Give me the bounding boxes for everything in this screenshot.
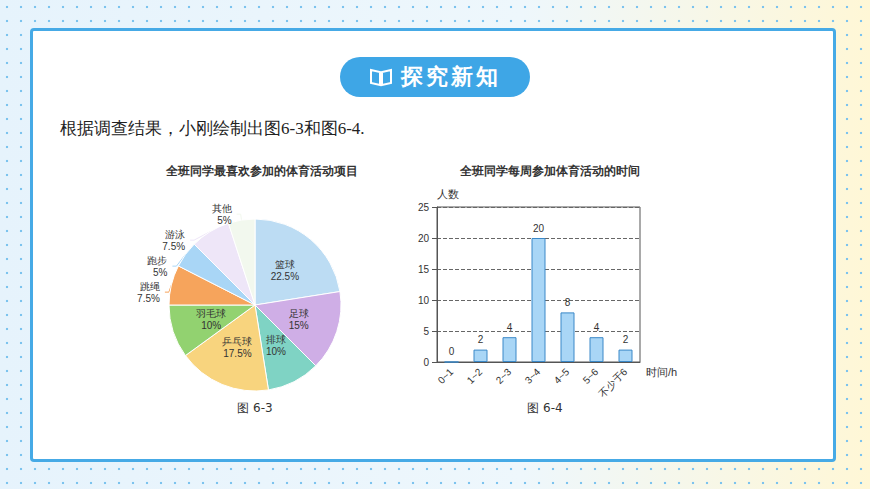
svg-text:22.5%: 22.5% bbox=[271, 271, 299, 282]
svg-text:0: 0 bbox=[449, 346, 455, 357]
svg-text:4: 4 bbox=[507, 322, 513, 333]
svg-text:足球: 足球 bbox=[289, 308, 309, 319]
svg-text:5%: 5% bbox=[217, 215, 232, 226]
svg-text:0~1: 0~1 bbox=[436, 366, 456, 386]
svg-text:时间/h: 时间/h bbox=[646, 366, 677, 378]
svg-text:不少于6: 不少于6 bbox=[596, 366, 629, 399]
svg-text:20: 20 bbox=[533, 223, 545, 234]
svg-text:0: 0 bbox=[423, 357, 429, 368]
html-text:根据调查结果，小刚绘制出图6-3和图6-4.: 根据调查结果，小刚绘制出图6-3和图6-4. bbox=[60, 119, 365, 138]
svg-text:乒乓球: 乒乓球 bbox=[222, 336, 252, 347]
svg-text:4~5: 4~5 bbox=[552, 366, 572, 386]
svg-text:羽毛球: 羽毛球 bbox=[196, 308, 226, 319]
svg-text:1~2: 1~2 bbox=[465, 366, 485, 386]
svg-text:20: 20 bbox=[418, 233, 430, 244]
html-text:图 6-4: 图 6-4 bbox=[527, 401, 563, 415]
svg-text:15: 15 bbox=[418, 264, 430, 275]
svg-text:人数: 人数 bbox=[437, 188, 459, 200]
svg-text:篮球: 篮球 bbox=[275, 259, 295, 270]
svg-text:7.5%: 7.5% bbox=[137, 293, 160, 304]
svg-text:跳绳: 跳绳 bbox=[140, 281, 160, 292]
svg-text:7.5%: 7.5% bbox=[162, 241, 185, 252]
svg-text:4: 4 bbox=[594, 322, 600, 333]
svg-text:2: 2 bbox=[623, 334, 629, 345]
svg-text:2: 2 bbox=[478, 334, 484, 345]
svg-text:排球: 排球 bbox=[266, 334, 286, 345]
svg-text:8: 8 bbox=[565, 297, 571, 308]
svg-text:10: 10 bbox=[418, 295, 430, 306]
svg-text:5: 5 bbox=[423, 326, 429, 337]
svg-text:25: 25 bbox=[418, 202, 430, 213]
svg-text:全班同学每周参加体育活动的时间: 全班同学每周参加体育活动的时间 bbox=[459, 164, 640, 178]
html-text:图 6-3: 图 6-3 bbox=[237, 401, 273, 415]
svg-text:其他: 其他 bbox=[212, 203, 232, 214]
svg-text:游泳: 游泳 bbox=[165, 229, 185, 240]
svg-text:10%: 10% bbox=[201, 320, 221, 331]
svg-text:2~3: 2~3 bbox=[494, 366, 514, 386]
svg-text:10%: 10% bbox=[266, 346, 286, 357]
svg-text:跑步: 跑步 bbox=[147, 255, 167, 266]
svg-text:5%: 5% bbox=[153, 267, 168, 278]
html-text:探究新知: 探究新知 bbox=[401, 64, 501, 89]
svg-text:15%: 15% bbox=[289, 320, 309, 331]
svg-text:5~6: 5~6 bbox=[581, 366, 601, 386]
svg-text:全班同学最喜欢参加的体育活动项目: 全班同学最喜欢参加的体育活动项目 bbox=[165, 164, 358, 178]
svg-text:3~4: 3~4 bbox=[523, 366, 543, 386]
svg-text:17.5%: 17.5% bbox=[223, 348, 251, 359]
